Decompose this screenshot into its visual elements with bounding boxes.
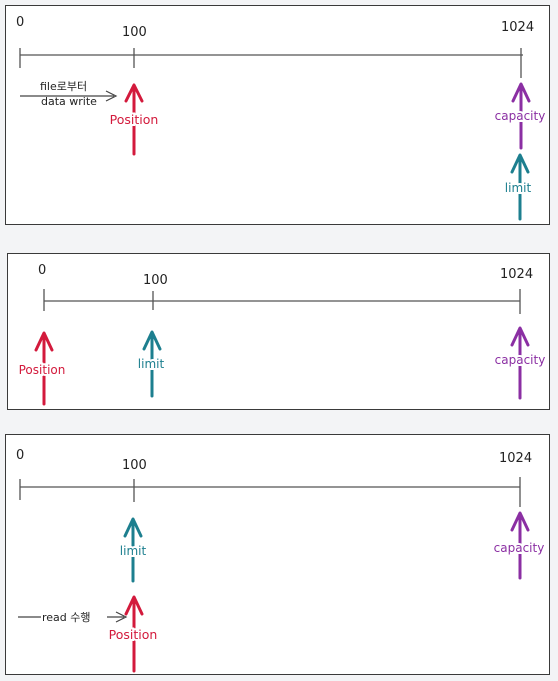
tick-label-0: 0 [16,15,24,30]
position-pointer-arrow [34,331,54,406]
capacity-label: capacity [494,541,545,555]
tick-label-1024: 1024 [501,20,534,35]
position-pointer-arrow [124,83,144,156]
limit-label: limit [505,181,532,195]
write-note-line-2: data write [41,95,97,108]
write-note-arrow [20,90,118,102]
buffer-state-panel-flip: 0 100 1024 Position limit capacity [7,253,550,410]
tick-label-1024: 1024 [499,451,532,466]
write-note-line-1: file로부터 [40,80,87,93]
limit-pointer-arrow [142,330,162,398]
tick-label-0: 0 [16,448,24,463]
position-label: Position [110,112,159,127]
buffer-state-panel-write: 0 100 1024 file로부터 data write Position c… [5,5,550,225]
panel-1-diagram: 0 100 1024 file로부터 data write Position c… [16,15,547,221]
buffer-state-panel-read: 0 100 1024 limit capacity Position read … [5,434,550,675]
limit-label: limit [138,357,165,371]
panel-3-diagram: 0 100 1024 limit capacity Position read … [16,448,546,673]
read-note-label: read 수행 [42,611,91,624]
tick-label-1024: 1024 [500,267,533,282]
limit-pointer-arrow [510,153,530,221]
limit-label: limit [120,544,147,558]
limit-pointer-arrow [123,517,143,583]
tick-label-100: 100 [143,273,168,288]
capacity-pointer-arrow [510,511,530,580]
position-pointer-arrow [124,595,144,673]
read-note-arrow [18,611,128,623]
position-label: Position [19,363,66,377]
capacity-label: capacity [495,109,546,123]
panel-2-diagram: 0 100 1024 Position limit capacity [17,263,547,406]
capacity-pointer-arrow [510,326,530,400]
tick-label-100: 100 [122,25,147,40]
capacity-pointer-arrow [511,82,531,150]
tick-label-100: 100 [122,458,147,473]
position-label: Position [109,627,158,642]
capacity-label: capacity [495,353,546,367]
tick-label-0: 0 [38,263,46,278]
